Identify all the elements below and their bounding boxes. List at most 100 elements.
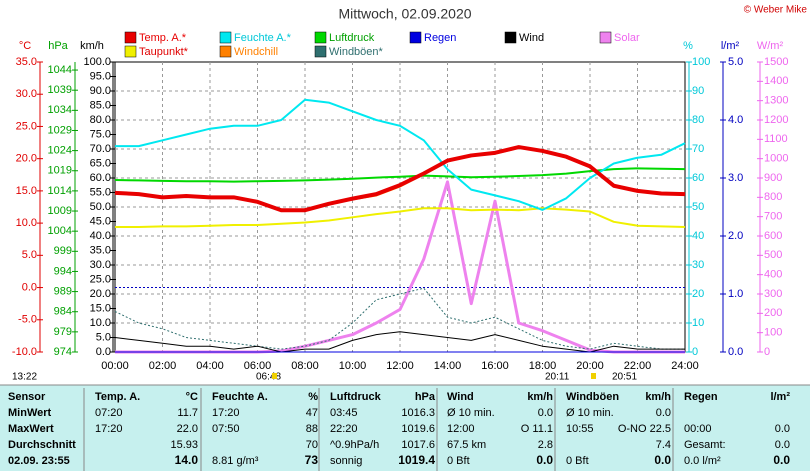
x-tick-label: 22:00 — [624, 360, 652, 372]
x-tick-label: 16:00 — [481, 360, 509, 372]
axis-title: % — [683, 40, 693, 52]
y-tick-label: 900 — [764, 172, 782, 184]
x-tick-label: 08:00 — [291, 360, 319, 372]
table-value: 1016.3 — [401, 407, 435, 419]
y-tick-label: 1009 — [48, 205, 72, 217]
y-tick-label: 1029 — [48, 124, 72, 136]
table-value: 22.0 — [177, 423, 198, 435]
y-tick-label: 800 — [764, 191, 782, 203]
table-cell: MaxWert — [8, 423, 54, 435]
legend-label: Wind — [519, 32, 544, 44]
y-tick-label: 90.0 — [90, 85, 111, 97]
legend-label: Windböen* — [329, 46, 384, 58]
axis-title: W/m² — [757, 40, 784, 52]
y-tick-label: 3.0 — [728, 172, 743, 184]
table-value: 1017.6 — [401, 439, 435, 451]
legend-swatch — [219, 45, 232, 58]
table-cell: ^0.9hPa/h — [330, 439, 379, 451]
y-tick-label: 20.0 — [90, 288, 111, 300]
table-cell: 17:20 — [212, 407, 240, 419]
y-tick-label: 1039 — [48, 84, 72, 96]
series-line — [114, 145, 686, 213]
y-tick-label: 15.0 — [16, 185, 37, 197]
y-tick-label: 50.0 — [90, 201, 111, 213]
legend-label: Luftdruck — [329, 32, 375, 44]
legend-swatch — [504, 31, 517, 44]
y-tick-label: 1044 — [48, 64, 72, 76]
table-value: 0.0 — [536, 453, 553, 467]
y-tick-label: 974 — [54, 346, 72, 358]
legend-label: Taupunkt* — [139, 46, 189, 58]
table-value: 1019.4 — [398, 453, 435, 467]
table-value: 15.93 — [170, 439, 198, 451]
y-tick-label: 20.0 — [16, 153, 37, 165]
table-cell: Windböen — [566, 391, 619, 403]
x-tick-label: 06:00 — [244, 360, 272, 372]
table-cell: sonnig — [330, 455, 362, 467]
y-tick-label: -10.0 — [12, 346, 37, 358]
y-tick-label: 75.0 — [90, 128, 111, 140]
table-value: l/m² — [770, 391, 790, 403]
y-tick-label: 30.0 — [16, 88, 37, 100]
y-tick-label: 1004 — [48, 225, 72, 237]
y-tick-label: 1.0 — [728, 288, 743, 300]
y-tick-label: 80.0 — [90, 114, 111, 126]
y-tick-label: 35.0 — [90, 244, 111, 256]
y-tick-label: 0.0 — [96, 346, 111, 358]
y-tick-label: 300 — [764, 288, 782, 300]
legend-swatch — [599, 31, 612, 44]
y-tick-label: 979 — [54, 326, 72, 338]
table-cell: Wind — [447, 391, 474, 403]
y-tick-label: 20 — [692, 288, 704, 300]
sun-time: 13:22 — [12, 372, 37, 383]
y-tick-label: 600 — [764, 230, 782, 242]
table-cell: 12:00 — [447, 423, 475, 435]
y-tick-label: 1014 — [48, 185, 72, 197]
table-cell: 8.81 g/m³ — [212, 455, 259, 467]
y-tick-label: 80 — [692, 114, 704, 126]
sun-marker — [272, 373, 277, 379]
y-tick-label: 999 — [54, 245, 72, 257]
y-tick-label: 100 — [764, 327, 782, 339]
table-value: O-NO 22.5 — [618, 423, 671, 435]
legend-swatch — [124, 31, 137, 44]
x-tick-label: 04:00 — [196, 360, 224, 372]
table-cell: Durchschnitt — [8, 439, 76, 451]
y-tick-label: 30.0 — [90, 259, 111, 271]
y-tick-label: 989 — [54, 285, 72, 297]
y-tick-label: 984 — [54, 306, 72, 318]
y-tick-label: 400 — [764, 269, 782, 281]
chart-title: Mittwoch, 02.09.2020 — [338, 6, 471, 22]
table-value: °C — [186, 391, 198, 403]
table-cell: Ø 10 min. — [566, 407, 614, 419]
table-cell: 0 Bft — [447, 455, 470, 467]
legend-swatch — [219, 31, 232, 44]
y-tick-label: 10 — [692, 317, 704, 329]
y-tick-label: 0.0 — [22, 281, 37, 293]
y-tick-label: 50 — [692, 201, 704, 213]
table-value: hPa — [415, 391, 436, 403]
y-tick-label: 100.0 — [83, 56, 111, 68]
y-tick-label: 35.0 — [16, 56, 37, 68]
sun-time: 06:48 — [256, 372, 281, 383]
table-value: 11.7 — [177, 407, 198, 419]
axis-title: km/h — [80, 40, 104, 52]
y-tick-label: -5.0 — [18, 314, 37, 326]
y-tick-label: 60 — [692, 172, 704, 184]
series-line — [114, 167, 686, 183]
y-tick-label: 90 — [692, 85, 704, 97]
y-tick-label: 60.0 — [90, 172, 111, 184]
legend-swatch — [314, 31, 327, 44]
y-tick-label: 40 — [692, 230, 704, 242]
y-tick-label: 0 — [692, 346, 698, 358]
table-value: km/h — [527, 391, 553, 403]
x-tick-label: 00:00 — [101, 360, 129, 372]
y-tick-label: 1019 — [48, 165, 72, 177]
sun-time: 20:51 — [612, 372, 637, 383]
table-cell: 17:20 — [95, 423, 123, 435]
y-tick-label: 5.0 — [22, 249, 37, 261]
table-cell: 10:55 — [566, 423, 594, 435]
y-tick-label: 0 — [764, 346, 770, 358]
y-tick-label: 5.0 — [728, 56, 743, 68]
sun-marker — [591, 373, 596, 379]
